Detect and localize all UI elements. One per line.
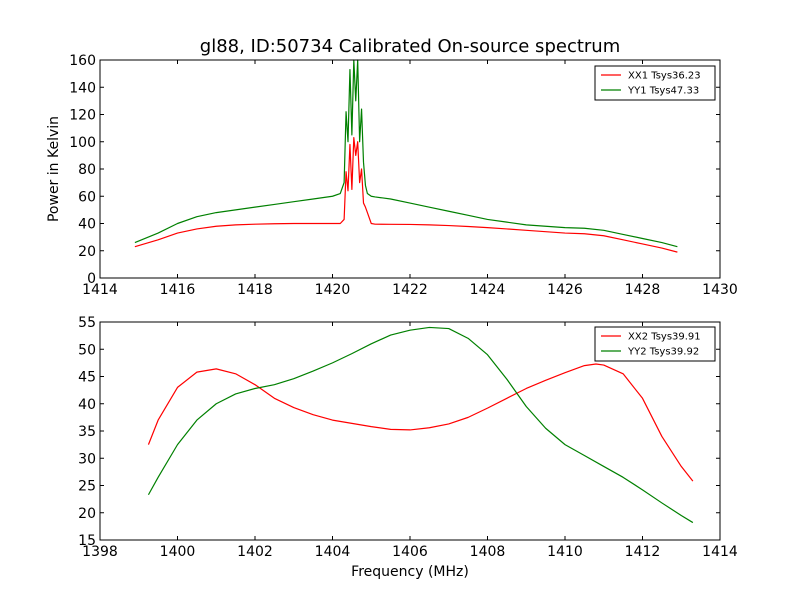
x-tick-label: 1414 [82,282,118,298]
x-tick-label: 1420 [315,282,351,298]
series-line-2 [134,59,678,248]
y-tick-label: 20 [78,244,96,260]
x-tick-label: 1410 [547,544,583,560]
x-tick-label: 1430 [702,282,738,298]
x-tick-label: 1406 [392,544,428,560]
series-line-1 [147,363,694,482]
chart-title: gl88, ID:50734 Calibrated On-source spec… [200,36,620,57]
y-tick-label: 55 [78,315,96,331]
y-tick-label: 50 [78,342,96,358]
x-axis-label: Frequency (MHz) [351,564,469,580]
legend-label: XX1 Tsys36.23 [628,71,701,82]
series-line-2 [147,326,694,524]
y-tick-label: 25 [78,479,96,495]
y-tick-label: 40 [78,397,96,413]
y-tick-label: 80 [78,162,96,178]
x-tick-label: 1426 [547,282,583,298]
x-tick-label: 1404 [315,544,351,560]
y-tick-label: 120 [69,108,96,124]
legend-label: YY2 Tsys39.92 [627,347,699,358]
series-line-1 [134,137,678,253]
x-tick-label: 1422 [392,282,428,298]
y-tick-label: 35 [78,424,96,440]
x-tick-label: 1424 [470,282,506,298]
legend: XX2 Tsys39.91 YY2 Tsys39.92 [594,326,716,362]
x-tick-label: 1418 [237,282,273,298]
subplot-1: 1414 1416 1418 1420 1422 1424 1426 1428 1430 0 20 4… [46,36,738,298]
y-tick-label: 15 [78,533,96,549]
y-tick-label: 0 [87,271,96,287]
legend-box [594,326,716,362]
y-tick-label: 40 [78,217,96,233]
x-tick-label: 1408 [470,544,506,560]
subplot-2: 1398 1400 1402 1404 1406 1408 1410 1412 1414 15 20… [78,315,738,580]
x-tick-label: 1400 [160,544,196,560]
legend-label: XX2 Tsys39.91 [628,332,701,343]
y-tick-label: 60 [78,189,96,205]
x-tick-label: 1414 [702,544,738,560]
legend-label: YY1 Tsys47.33 [627,86,699,97]
x-tick-label: 1398 [82,544,118,560]
y-tick-label: 45 [78,370,96,386]
legend: XX1 Tsys36.23 YY1 Tsys47.33 [594,65,716,101]
y-tick-label: 100 [69,135,96,151]
y-tick-label: 140 [69,80,96,96]
y-tick-label: 20 [78,506,96,522]
legend-box [594,65,716,101]
x-tick-label: 1412 [625,544,661,560]
y-axis-label: Power in Kelvin [46,116,62,222]
y-tick-label: 160 [69,53,96,69]
x-tick-label: 1428 [625,282,661,298]
y-tick-label: 30 [78,451,96,467]
x-tick-label: 1416 [160,282,196,298]
x-tick-label: 1402 [237,544,273,560]
